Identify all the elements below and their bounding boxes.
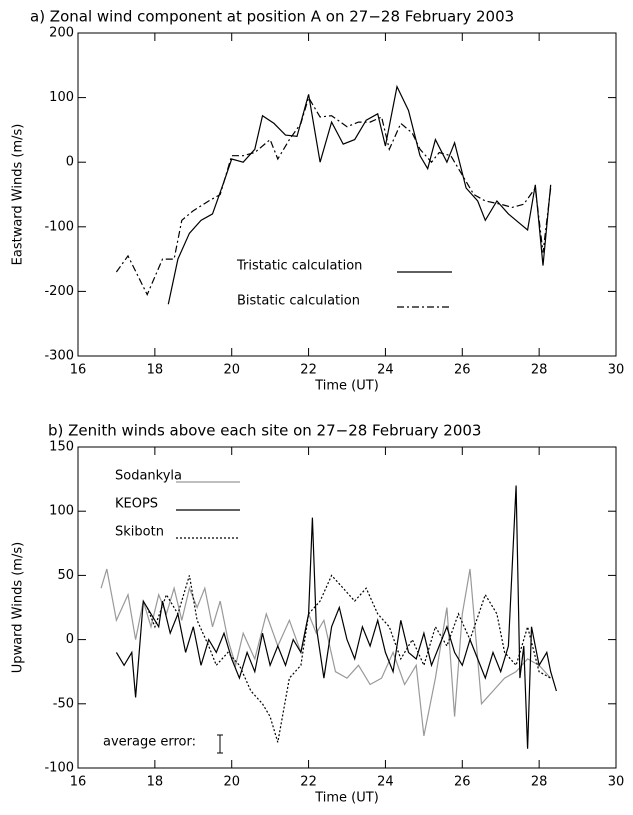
x-axis-label: Time (UT)	[314, 791, 379, 806]
legend-label: Skibotn	[115, 525, 164, 540]
chart-title: b) Zenith winds above each site on 27−28…	[48, 422, 481, 440]
y-tick-label: 0	[66, 632, 74, 647]
x-tick-label: 26	[454, 775, 471, 790]
x-tick-label: 26	[454, 363, 471, 378]
x-axis-label: Time (UT)	[314, 379, 379, 394]
legend-label: Bistatic calculation	[237, 294, 360, 309]
x-tick-label: 30	[608, 775, 625, 790]
y-tick-label: 50	[57, 568, 74, 583]
annotation: average error:	[103, 735, 196, 750]
legend-label: Tristatic calculation	[236, 259, 362, 274]
x-tick-label: 28	[531, 775, 548, 790]
y-tick-label: 100	[49, 504, 74, 519]
x-tick-label: 24	[377, 363, 394, 378]
y-axis-label: Eastward Winds (m/s)	[11, 124, 26, 266]
data-line	[115, 96, 552, 297]
legend-label: KEOPS	[115, 497, 158, 512]
x-tick-label: 24	[377, 775, 394, 790]
chart-title: a) Zonal wind component at position A on…	[30, 8, 514, 26]
y-tick-label: -300	[44, 349, 74, 364]
y-tick-label: 200	[49, 26, 74, 41]
x-tick-label: 20	[223, 775, 240, 790]
data-line	[167, 84, 552, 305]
x-tick-label: 16	[70, 775, 87, 790]
y-tick-label: -50	[53, 696, 74, 711]
x-tick-label: 18	[147, 775, 164, 790]
x-tick-label: 16	[70, 363, 87, 378]
y-tick-label: 0	[66, 155, 74, 170]
plot-frame	[77, 32, 617, 357]
y-tick-label: -100	[44, 219, 74, 234]
x-tick-label: 20	[223, 363, 240, 378]
plot-frame	[77, 446, 617, 769]
y-tick-label: 100	[49, 90, 74, 105]
data-line	[100, 568, 552, 737]
y-tick-label: 150	[49, 440, 74, 455]
legend-label: Sodankyla	[115, 469, 182, 484]
x-tick-label: 22	[300, 363, 317, 378]
data-line	[115, 485, 557, 749]
y-tick-label: -200	[44, 284, 74, 299]
x-tick-label: 22	[300, 775, 317, 790]
y-axis-label: Upward Winds (m/s)	[11, 542, 26, 673]
x-tick-label: 28	[531, 363, 548, 378]
error-bar	[217, 734, 223, 754]
x-tick-label: 30	[608, 363, 625, 378]
x-tick-label: 18	[147, 363, 164, 378]
y-tick-label: -100	[44, 761, 74, 776]
